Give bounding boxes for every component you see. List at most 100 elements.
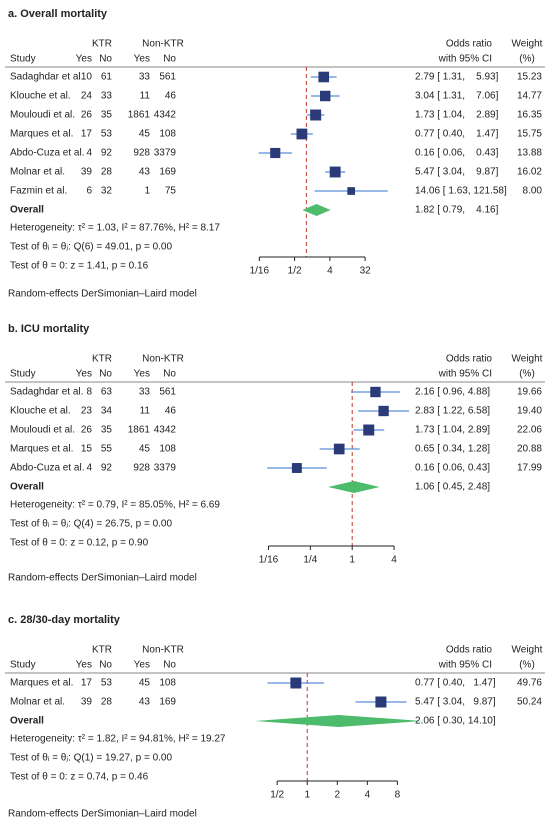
count-cell: 11 bbox=[140, 406, 151, 417]
study-box bbox=[310, 109, 322, 121]
count-cell: 55 bbox=[101, 444, 113, 455]
x-tick-label: 4 bbox=[327, 266, 333, 277]
ci-label: 0.65 [ 0.34, 1.28] bbox=[415, 444, 490, 455]
weight-label: 14.77 bbox=[517, 91, 542, 102]
weight-header: Weight bbox=[512, 39, 543, 50]
column-header: No bbox=[163, 660, 176, 671]
study-box bbox=[347, 187, 356, 195]
study-box bbox=[270, 147, 281, 159]
effect-header: Odds ratio bbox=[446, 354, 493, 365]
overall-diamond bbox=[302, 204, 331, 216]
ci-label: 14.06 [ 1.63, 121.58] bbox=[415, 186, 507, 197]
ci-label: 2.79 [ 1.31, 5.93] bbox=[415, 72, 499, 83]
overall-label: Overall bbox=[10, 205, 44, 216]
effect-header: Odds ratio bbox=[446, 39, 493, 50]
count-cell: 28 bbox=[101, 167, 113, 178]
effect-header: with 95% CI bbox=[438, 660, 492, 671]
study-name: Sadaghdar et al. bbox=[10, 72, 83, 83]
count-cell: 169 bbox=[159, 697, 176, 708]
weight-label: 17.99 bbox=[517, 463, 542, 474]
weight-header: (%) bbox=[519, 660, 535, 671]
ci-label: 2.06 [ 0.30, 14.10] bbox=[415, 716, 496, 727]
weight-label: 15.23 bbox=[517, 72, 542, 83]
ci-label: 5.47 [ 3.04, 9.87] bbox=[415, 697, 496, 708]
heterogeneity: Heterogeneity: τ² = 0.79, I² = 85.05%, H… bbox=[10, 500, 220, 511]
weight-label: 13.88 bbox=[517, 148, 542, 159]
weight-label: 20.88 bbox=[517, 444, 542, 455]
count-cell: 561 bbox=[159, 387, 176, 398]
weight-label: 16.02 bbox=[517, 167, 542, 178]
study-box bbox=[290, 677, 302, 689]
count-cell: 92 bbox=[101, 463, 113, 474]
overall-diamond bbox=[255, 715, 422, 727]
group-label: KTR bbox=[92, 39, 112, 50]
panel-title: a. Overall mortality bbox=[8, 8, 108, 20]
count-cell: 3379 bbox=[154, 463, 177, 474]
ci-label: 1.82 [ 0.79, 4.16] bbox=[415, 205, 499, 216]
count-cell: 33 bbox=[101, 91, 113, 102]
x-tick-label: 1/16 bbox=[259, 555, 279, 566]
count-cell: 108 bbox=[159, 129, 176, 140]
x-tick-label: 1/4 bbox=[303, 555, 317, 566]
count-cell: 32 bbox=[101, 186, 113, 197]
weight-label: 15.75 bbox=[517, 129, 542, 140]
count-cell: 1 bbox=[144, 186, 150, 197]
count-cell: 39 bbox=[81, 167, 93, 178]
study-box bbox=[329, 166, 341, 178]
count-cell: 17 bbox=[81, 129, 93, 140]
count-cell: 43 bbox=[139, 167, 151, 178]
study-box bbox=[333, 443, 345, 455]
column-header: No bbox=[99, 54, 112, 65]
count-cell: 28 bbox=[101, 697, 113, 708]
heterogeneity: Heterogeneity: τ² = 1.03, I² = 87.76%, H… bbox=[10, 223, 220, 234]
weight-label: 49.76 bbox=[517, 678, 542, 689]
count-cell: 1861 bbox=[128, 110, 151, 121]
group-label: Non-KTR bbox=[142, 354, 184, 365]
study-box bbox=[291, 463, 302, 473]
x-tick-label: 2 bbox=[335, 790, 341, 801]
count-cell: 45 bbox=[139, 678, 151, 689]
count-cell: 33 bbox=[139, 72, 151, 83]
study-name: Marques et al. bbox=[10, 129, 73, 140]
overall-diamond bbox=[328, 481, 380, 493]
count-cell: 26 bbox=[81, 110, 93, 121]
footnote: Random-effects DerSimonian–Laird model bbox=[8, 573, 197, 584]
count-cell: 23 bbox=[81, 406, 93, 417]
column-header: Yes bbox=[134, 54, 150, 65]
count-cell: 928 bbox=[133, 148, 150, 159]
group-label: KTR bbox=[92, 645, 112, 656]
group-label: Non-KTR bbox=[142, 645, 184, 656]
count-cell: 24 bbox=[81, 91, 93, 102]
group-label: KTR bbox=[92, 354, 112, 365]
study-name: Mouloudi et al. bbox=[10, 110, 75, 121]
ci-label: 1.73 [ 1.04, 2.89] bbox=[415, 425, 490, 436]
count-cell: 35 bbox=[101, 425, 113, 436]
x-tick-label: 1 bbox=[304, 790, 310, 801]
x-tick-label: 4 bbox=[391, 555, 397, 566]
study-name: Klouche et al. bbox=[10, 91, 71, 102]
column-header: No bbox=[163, 54, 176, 65]
column-header: Study bbox=[10, 54, 36, 65]
x-tick-label: 1/2 bbox=[288, 266, 302, 277]
count-cell: 35 bbox=[101, 110, 113, 121]
study-box bbox=[318, 71, 330, 83]
count-cell: 10 bbox=[81, 72, 93, 83]
count-cell: 45 bbox=[139, 444, 151, 455]
ci-label: 2.83 [ 1.22, 6.58] bbox=[415, 406, 490, 417]
heterogeneity: Heterogeneity: τ² = 1.82, I² = 94.81%, H… bbox=[10, 734, 226, 745]
count-cell: 33 bbox=[139, 387, 151, 398]
column-header: Study bbox=[10, 369, 36, 380]
effect-header: with 95% CI bbox=[438, 369, 492, 380]
study-box bbox=[375, 696, 387, 708]
test-overall: Test of θ = 0: z = 0.74, p = 0.46 bbox=[10, 772, 149, 783]
count-cell: 108 bbox=[159, 444, 176, 455]
count-cell: 63 bbox=[101, 387, 113, 398]
panel-title: c. 28/30-day mortality bbox=[8, 614, 121, 626]
weight-label: 8.00 bbox=[523, 186, 543, 197]
ci-label: 1.06 [ 0.45, 2.48] bbox=[415, 482, 490, 493]
count-cell: 43 bbox=[139, 697, 151, 708]
count-cell: 45 bbox=[139, 129, 151, 140]
weight-label: 50.24 bbox=[517, 697, 542, 708]
test-overall: Test of θ = 0: z = 0.12, p = 0.90 bbox=[10, 538, 149, 549]
